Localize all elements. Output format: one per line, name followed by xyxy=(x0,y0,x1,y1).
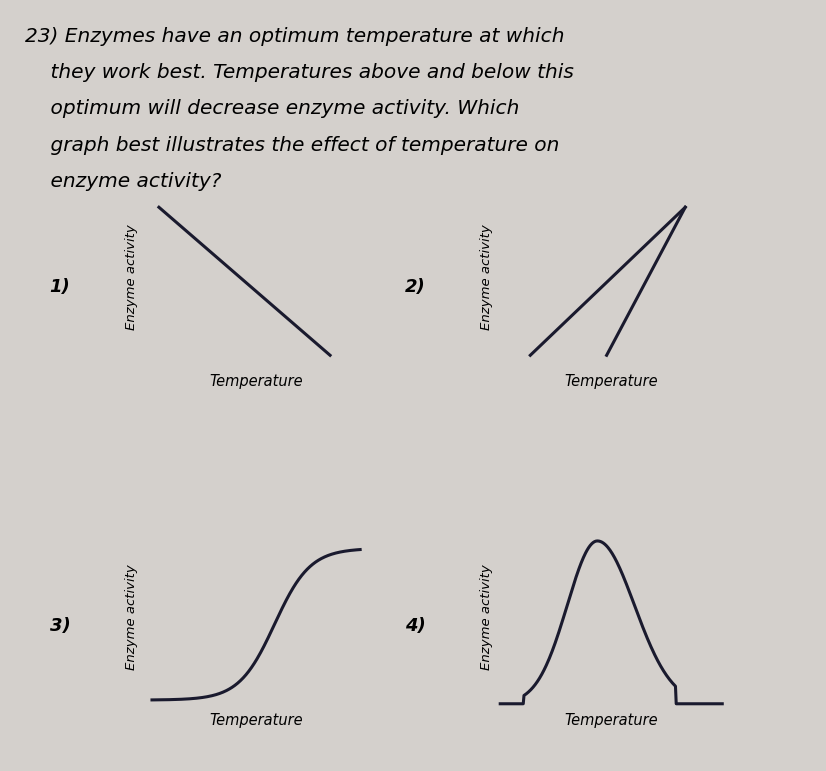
Text: optimum will decrease enzyme activity. Which: optimum will decrease enzyme activity. W… xyxy=(25,99,520,119)
Text: they work best. Temperatures above and below this: they work best. Temperatures above and b… xyxy=(25,63,573,82)
X-axis label: Temperature: Temperature xyxy=(209,713,303,729)
X-axis label: Temperature: Temperature xyxy=(209,374,303,389)
Text: 1): 1) xyxy=(50,278,70,296)
Text: 3): 3) xyxy=(50,617,70,635)
Y-axis label: Enzyme activity: Enzyme activity xyxy=(125,224,138,331)
X-axis label: Temperature: Temperature xyxy=(564,374,658,389)
Y-axis label: Enzyme activity: Enzyme activity xyxy=(480,564,493,670)
Text: 2): 2) xyxy=(405,278,425,296)
Text: 23) Enzymes have an optimum temperature at which: 23) Enzymes have an optimum temperature … xyxy=(25,27,564,46)
Y-axis label: Enzyme activity: Enzyme activity xyxy=(480,224,493,331)
Text: enzyme activity?: enzyme activity? xyxy=(25,172,221,191)
Text: 4): 4) xyxy=(405,617,425,635)
Y-axis label: Enzyme activity: Enzyme activity xyxy=(125,564,138,670)
X-axis label: Temperature: Temperature xyxy=(564,713,658,729)
Text: graph best illustrates the effect of temperature on: graph best illustrates the effect of tem… xyxy=(25,136,559,155)
